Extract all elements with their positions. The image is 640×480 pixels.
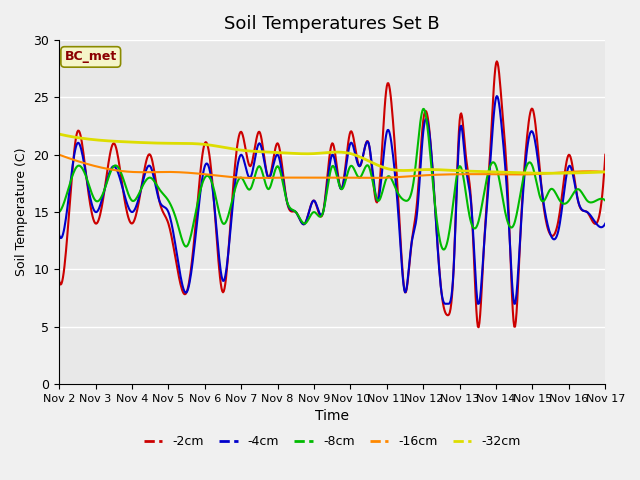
-2cm: [475, 324, 483, 330]
-8cm: [553, 192, 561, 198]
-2cm: [175, 275, 183, 280]
-32cm: [198, 141, 206, 147]
-8cm: [175, 226, 183, 232]
Line: -16cm: -16cm: [59, 155, 605, 178]
Line: -32cm: -32cm: [59, 134, 605, 173]
-2cm: [55, 278, 63, 284]
-2cm: [198, 151, 206, 157]
-8cm: [602, 198, 609, 204]
-16cm: [431, 172, 439, 178]
Line: -8cm: -8cm: [59, 109, 605, 250]
Line: -4cm: -4cm: [59, 96, 605, 304]
-32cm: [546, 170, 554, 176]
-32cm: [602, 169, 609, 175]
-8cm: [419, 106, 427, 112]
-8cm: [324, 183, 332, 189]
-4cm: [493, 93, 500, 99]
-2cm: [493, 59, 500, 64]
-16cm: [251, 175, 259, 181]
-2cm: [553, 225, 561, 231]
-2cm: [324, 170, 332, 176]
-8cm: [377, 194, 385, 200]
-16cm: [175, 169, 183, 175]
-16cm: [324, 175, 332, 180]
-8cm: [431, 205, 439, 211]
-2cm: [377, 166, 385, 171]
-4cm: [442, 301, 449, 307]
-4cm: [553, 233, 561, 239]
-8cm: [198, 180, 206, 186]
-8cm: [55, 209, 63, 215]
-4cm: [55, 232, 63, 238]
-4cm: [602, 221, 609, 227]
Line: -2cm: -2cm: [59, 61, 605, 327]
-2cm: [431, 197, 438, 203]
-32cm: [175, 141, 183, 146]
-8cm: [440, 247, 447, 252]
Legend: -2cm, -4cm, -8cm, -16cm, -32cm: -2cm, -4cm, -8cm, -16cm, -32cm: [139, 431, 526, 454]
-32cm: [324, 150, 332, 156]
-4cm: [377, 181, 385, 187]
-32cm: [431, 167, 438, 172]
-4cm: [175, 264, 183, 270]
X-axis label: Time: Time: [316, 409, 349, 423]
-16cm: [602, 169, 609, 175]
-16cm: [552, 170, 560, 176]
-32cm: [377, 164, 385, 169]
-4cm: [431, 198, 438, 204]
-4cm: [324, 178, 332, 183]
-32cm: [552, 170, 560, 176]
-16cm: [198, 171, 206, 177]
-16cm: [378, 175, 385, 180]
-2cm: [602, 152, 609, 157]
Y-axis label: Soil Temperature (C): Soil Temperature (C): [15, 148, 28, 276]
-4cm: [198, 174, 206, 180]
-32cm: [55, 131, 63, 137]
Text: BC_met: BC_met: [65, 50, 117, 63]
-16cm: [55, 152, 63, 157]
Title: Soil Temperatures Set B: Soil Temperatures Set B: [225, 15, 440, 33]
